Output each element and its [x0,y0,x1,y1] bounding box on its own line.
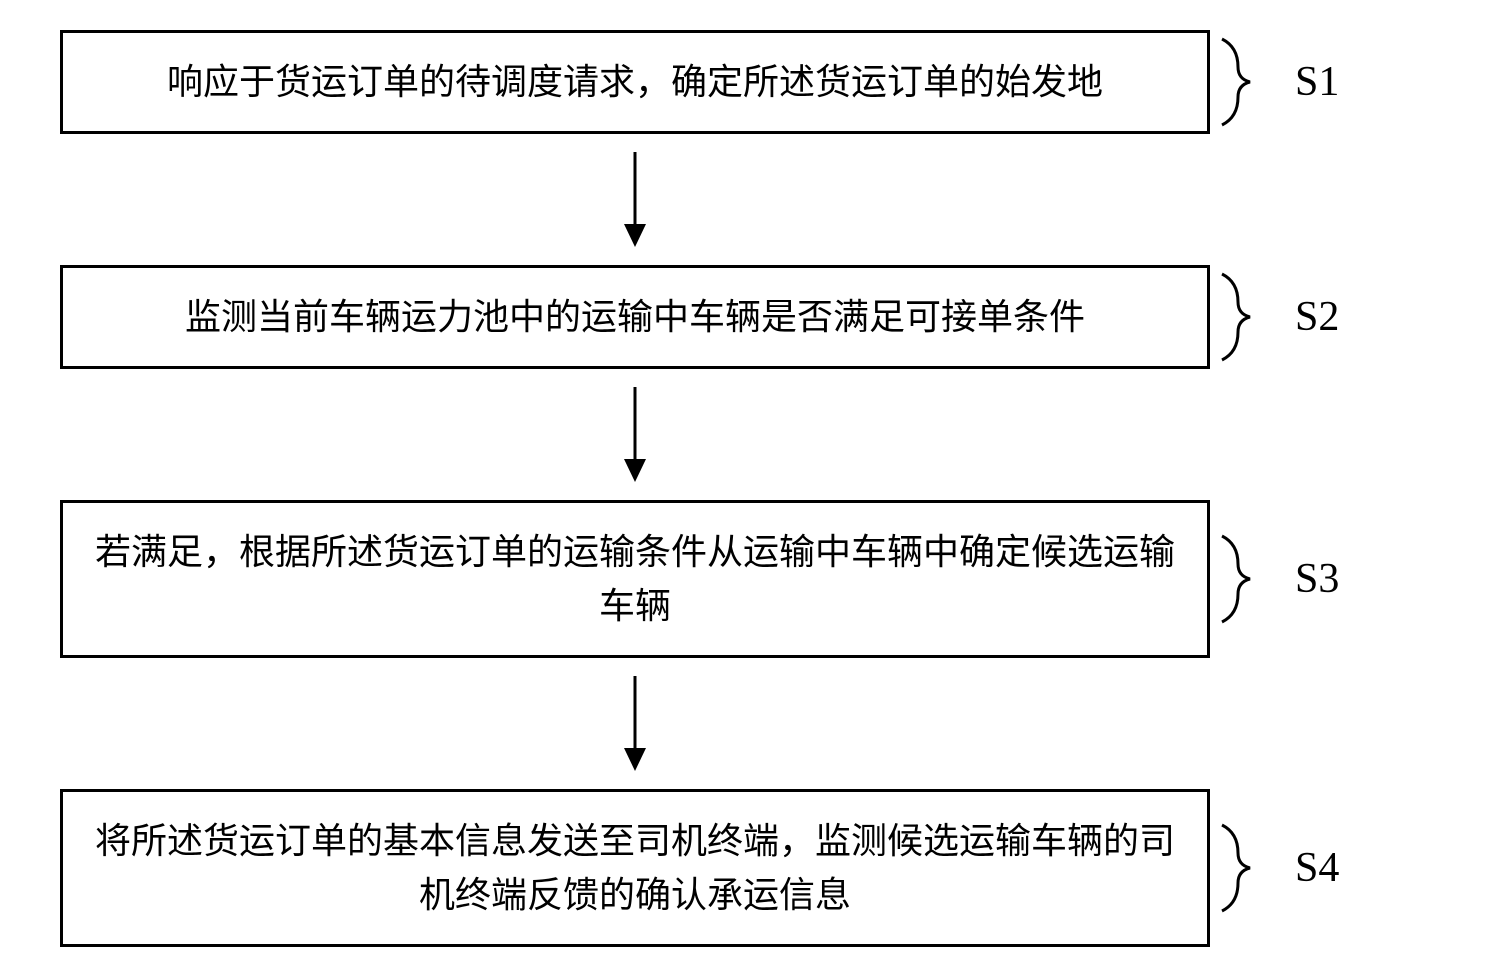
arrow-s3-s4 [60,658,1210,789]
step-text: 若满足，根据所述货运订单的运输条件从运输中车辆中确定候选运输车辆 [95,532,1175,626]
step-row-s4: 将所述货运订单的基本信息发送至司机终端，监测候选运输车辆的司机终端反馈的确认承运… [60,789,1440,947]
step-box-s3: 若满足，根据所述货运订单的运输条件从运输中车辆中确定候选运输车辆 [60,500,1210,658]
step-label: S2 [1295,293,1339,341]
step-label: S3 [1295,555,1339,603]
step-row-s2: 监测当前车辆运力池中的运输中车辆是否满足可接单条件 S2 [60,265,1440,369]
arrow-s1-s2 [60,134,1210,265]
step-box-s4: 将所述货运订单的基本信息发送至司机终端，监测候选运输车辆的司机终端反馈的确认承运… [60,789,1210,947]
brace-icon [1220,823,1270,913]
brace-icon [1220,534,1270,624]
arrow-down-icon [615,387,655,482]
arrow-down-icon [615,676,655,771]
step-label-wrap-s3: S3 [1220,534,1339,624]
step-label: S4 [1295,844,1339,892]
step-label-wrap-s2: S2 [1220,272,1339,362]
arrow-down-icon [615,152,655,247]
step-label-wrap-s4: S4 [1220,823,1339,913]
step-label-wrap-s1: S1 [1220,37,1339,127]
arrow-s2-s3 [60,369,1210,500]
step-row-s3: 若满足，根据所述货运订单的运输条件从运输中车辆中确定候选运输车辆 S3 [60,500,1440,658]
step-label: S1 [1295,58,1339,106]
step-text: 监测当前车辆运力池中的运输中车辆是否满足可接单条件 [185,297,1085,337]
step-text: 将所述货运订单的基本信息发送至司机终端，监测候选运输车辆的司机终端反馈的确认承运… [95,821,1175,915]
step-row-s1: 响应于货运订单的待调度请求，确定所述货运订单的始发地 S1 [60,30,1440,134]
brace-icon [1220,37,1270,127]
step-text: 响应于货运订单的待调度请求，确定所述货运订单的始发地 [167,62,1103,102]
step-box-s2: 监测当前车辆运力池中的运输中车辆是否满足可接单条件 [60,265,1210,369]
flowchart-container: 响应于货运订单的待调度请求，确定所述货运订单的始发地 S1 监测当前车辆运力池中… [60,30,1440,947]
brace-icon [1220,272,1270,362]
step-box-s1: 响应于货运订单的待调度请求，确定所述货运订单的始发地 [60,30,1210,134]
